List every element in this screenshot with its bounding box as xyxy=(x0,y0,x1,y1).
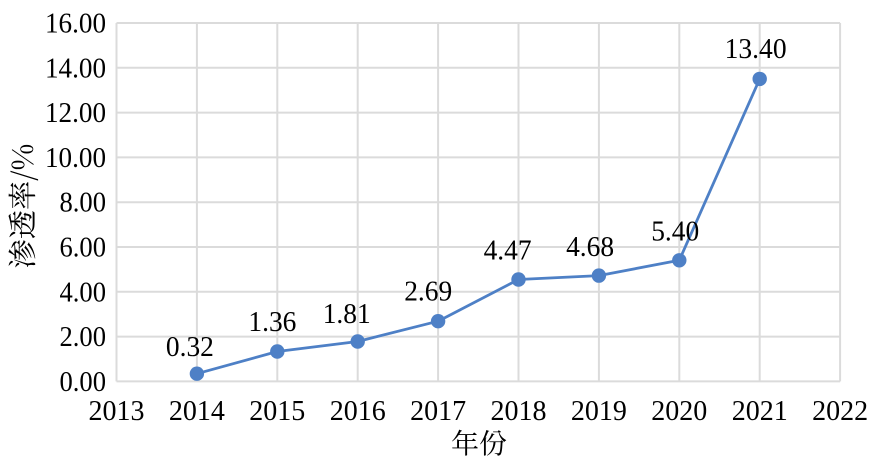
svg-text:6.00: 6.00 xyxy=(60,232,107,264)
svg-text:2.00: 2.00 xyxy=(60,321,107,353)
svg-text:10.00: 10.00 xyxy=(45,142,106,174)
svg-text:2019: 2019 xyxy=(571,395,627,427)
svg-text:2014: 2014 xyxy=(169,395,225,427)
svg-text:2017: 2017 xyxy=(410,395,466,427)
svg-text:2021: 2021 xyxy=(732,395,788,427)
svg-text:2022: 2022 xyxy=(812,395,868,427)
svg-text:2020: 2020 xyxy=(651,395,707,427)
svg-text:4.00: 4.00 xyxy=(60,276,107,308)
svg-text:2016: 2016 xyxy=(330,395,386,427)
svg-text:5.40: 5.40 xyxy=(651,216,699,248)
svg-text:4.68: 4.68 xyxy=(566,231,614,263)
svg-text:1.36: 1.36 xyxy=(248,306,296,338)
svg-text:2015: 2015 xyxy=(249,395,305,427)
svg-text:2018: 2018 xyxy=(491,395,547,427)
svg-text:2.69: 2.69 xyxy=(404,275,452,307)
svg-text:0.32: 0.32 xyxy=(166,331,214,363)
svg-text:8.00: 8.00 xyxy=(60,187,107,219)
svg-text:14.00: 14.00 xyxy=(45,52,106,84)
svg-text:0.00: 0.00 xyxy=(60,366,107,398)
svg-text:13.40: 13.40 xyxy=(725,33,787,65)
svg-text:12.00: 12.00 xyxy=(45,97,106,129)
svg-text:2013: 2013 xyxy=(89,395,145,427)
svg-text:4.47: 4.47 xyxy=(484,235,532,267)
svg-text:1.81: 1.81 xyxy=(323,298,371,330)
svg-text:16.00: 16.00 xyxy=(45,8,106,40)
